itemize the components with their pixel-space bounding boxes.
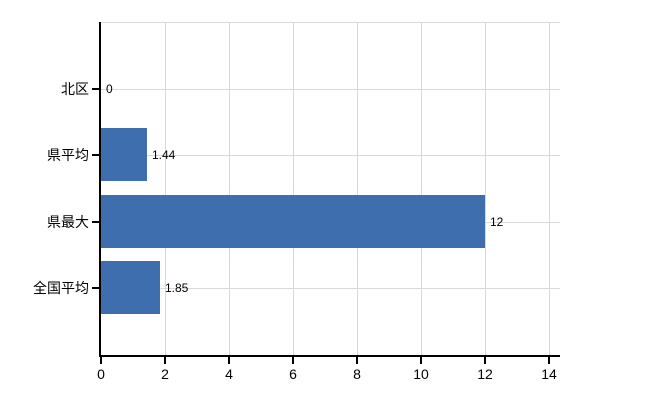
gridline-vertical [421,22,422,355]
gridline-vertical [293,22,294,355]
y-axis-tick-mark [92,287,99,289]
category-label: 県最大 [47,214,89,230]
y-axis-tick-mark [92,154,99,156]
x-axis-tick-mark [228,357,230,364]
x-axis-tick-mark [292,357,294,364]
x-axis-tick-mark [484,357,486,364]
gridline-vertical [549,22,550,355]
bar [101,195,485,248]
value-label: 0 [106,82,113,96]
x-axis-tick-mark [548,357,550,364]
y-axis-tick-mark [92,88,99,90]
x-axis-tick-label: 4 [225,366,233,382]
bar [101,128,147,181]
x-axis-tick-mark [100,357,102,364]
y-axis-tick-mark [92,221,99,223]
category-label: 県平均 [47,147,89,163]
x-axis-tick-mark [356,357,358,364]
value-label: 1.44 [152,148,176,162]
value-label: 12 [490,215,504,229]
x-axis-tick-label: 8 [353,366,361,382]
x-axis-tick-label: 14 [541,366,557,382]
x-axis-tick-mark [164,357,166,364]
x-axis-tick-label: 0 [97,366,105,382]
category-label: 北区 [61,81,89,97]
gridline-horizontal [101,22,560,23]
x-axis-tick-label: 6 [289,366,297,382]
gridline-horizontal [101,288,560,289]
x-axis-tick-label: 10 [413,366,429,382]
gridline-vertical [485,22,486,355]
x-axis-tick-mark [420,357,422,364]
x-axis-tick-label: 12 [477,366,493,382]
gridline-vertical [357,22,358,355]
plot-area: 北区 0 県平均 1.44 県最大 12 全国平均 1.85 0 2 4 6 8 10 12 14 [33,22,560,381]
gridline-vertical [165,22,166,355]
gridline-vertical [229,22,230,355]
x-axis-tick-label: 2 [161,366,169,382]
gridline-horizontal [101,89,560,90]
gridline-horizontal [101,155,560,156]
bar [101,261,160,314]
category-label: 全国平均 [33,280,89,296]
value-label: 1.85 [165,281,189,295]
